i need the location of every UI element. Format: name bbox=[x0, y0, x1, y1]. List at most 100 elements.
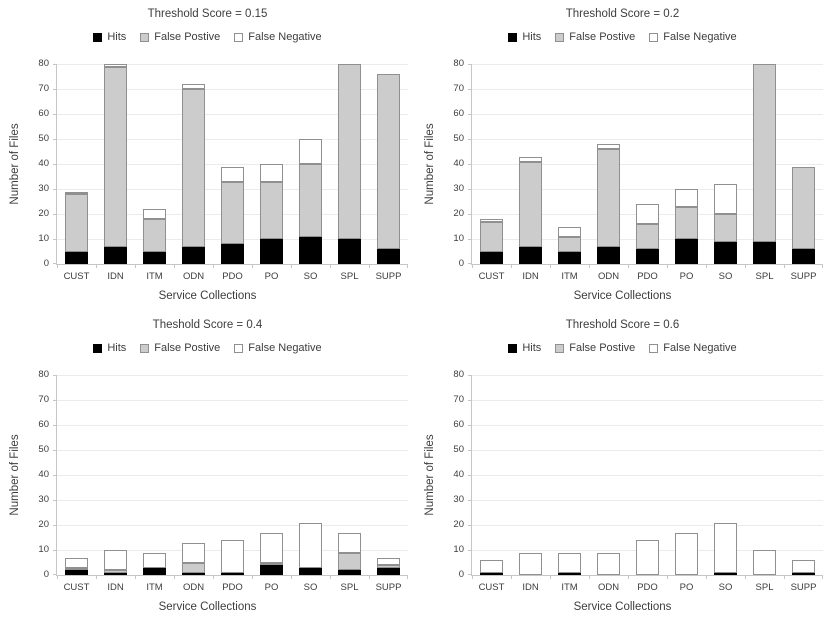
y-tick-mark bbox=[468, 475, 472, 476]
x-tick-mark bbox=[174, 575, 175, 579]
y-tick-label: 70 bbox=[38, 394, 49, 405]
bar-segment-hits bbox=[143, 251, 166, 264]
bar-segment-false-positive bbox=[480, 221, 503, 252]
x-tick-mark bbox=[472, 264, 473, 268]
bar-segment-false-negative bbox=[104, 64, 127, 67]
x-category-label: SO bbox=[303, 271, 318, 282]
stacked-bar-odn bbox=[597, 144, 620, 264]
bar-segment-false-negative bbox=[636, 540, 659, 575]
chart-title: Theshold Score = 0.4 bbox=[152, 319, 263, 331]
false-negative-swatch-icon bbox=[649, 32, 659, 42]
y-gridline bbox=[57, 114, 408, 115]
x-tick-mark bbox=[745, 575, 746, 579]
bar-segment-false-positive bbox=[260, 562, 283, 565]
bar-segment-false-negative bbox=[636, 204, 659, 224]
stacked-bar-idn bbox=[519, 156, 542, 264]
stacked-bar-spl bbox=[338, 64, 361, 264]
y-tick-mark bbox=[53, 425, 57, 426]
x-category-label: SUPP bbox=[375, 582, 402, 593]
legend-item-hits: Hits bbox=[93, 31, 126, 43]
x-tick-mark bbox=[330, 575, 331, 579]
bar-segment-false-negative bbox=[299, 522, 322, 568]
bar-segment-false-negative bbox=[675, 532, 698, 575]
y-gridline bbox=[472, 89, 823, 90]
x-category-label: CUST bbox=[478, 582, 505, 593]
y-gridline bbox=[472, 400, 823, 401]
bar-segment-hits bbox=[221, 244, 244, 264]
bar-segment-false-positive bbox=[65, 567, 88, 570]
x-category-label: PDO bbox=[637, 582, 658, 593]
bar-segment-false-positive bbox=[182, 562, 205, 573]
bar-segment-false-positive bbox=[519, 161, 542, 247]
legend: Hits False Postive False Negative bbox=[415, 342, 830, 354]
bar-segment-false-negative bbox=[65, 191, 88, 194]
y-tick-label: 0 bbox=[43, 569, 49, 580]
y-gridline bbox=[57, 500, 408, 501]
x-category-label: SO bbox=[718, 582, 733, 593]
stacked-bar-pdo bbox=[221, 540, 244, 575]
legend-item-false-positive: False Postive bbox=[140, 342, 220, 354]
y-tick-mark bbox=[53, 525, 57, 526]
y-gridline bbox=[57, 450, 408, 451]
y-tick-mark bbox=[468, 450, 472, 451]
y-gridline bbox=[472, 164, 823, 165]
x-tick-mark bbox=[57, 575, 58, 579]
false-positive-swatch-icon bbox=[555, 343, 565, 353]
y-gridline bbox=[57, 64, 408, 65]
y-tick-label: 0 bbox=[458, 258, 464, 269]
stacked-bar-idn bbox=[104, 550, 127, 575]
x-axis-title: Service Collections bbox=[573, 290, 672, 302]
bar-segment-false-positive bbox=[182, 89, 205, 247]
stacked-bar-po bbox=[675, 532, 698, 575]
stacked-bar-spl bbox=[753, 64, 776, 264]
y-tick-label: 30 bbox=[453, 183, 464, 194]
x-category-label: IDN bbox=[107, 582, 124, 593]
y-tick-mark bbox=[468, 500, 472, 501]
bar-segment-hits bbox=[753, 241, 776, 264]
bar-segment-hits bbox=[558, 251, 581, 264]
bar-segment-false-positive bbox=[260, 181, 283, 239]
bar-segment-hits bbox=[636, 249, 659, 264]
x-tick-mark bbox=[511, 575, 512, 579]
x-category-label: PDO bbox=[222, 271, 243, 282]
x-tick-mark bbox=[822, 264, 823, 268]
x-category-label: IDN bbox=[522, 271, 539, 282]
y-tick-label: 80 bbox=[38, 369, 49, 380]
bar-segment-false-negative bbox=[480, 219, 503, 222]
x-tick-mark bbox=[174, 264, 175, 268]
bar-segment-false-positive bbox=[377, 565, 400, 568]
stacked-bar-supp bbox=[377, 557, 400, 575]
y-tick-mark bbox=[468, 375, 472, 376]
stacked-bar-po bbox=[675, 189, 698, 264]
y-gridline bbox=[472, 139, 823, 140]
x-axis-title: Service Collections bbox=[573, 601, 672, 613]
x-tick-mark bbox=[550, 575, 551, 579]
x-category-label: SO bbox=[303, 582, 318, 593]
bar-segment-hits bbox=[597, 246, 620, 264]
y-tick-mark bbox=[53, 164, 57, 165]
y-tick-mark bbox=[53, 550, 57, 551]
bar-segment-hits bbox=[260, 565, 283, 575]
y-tick-label: 60 bbox=[38, 108, 49, 119]
x-tick-mark bbox=[472, 575, 473, 579]
bar-segment-hits bbox=[519, 246, 542, 264]
legend-item-false-positive: False Postive bbox=[140, 31, 220, 43]
x-tick-mark bbox=[667, 264, 668, 268]
y-tick-mark bbox=[468, 263, 472, 264]
bar-segment-false-negative bbox=[104, 550, 127, 570]
y-tick-mark bbox=[53, 139, 57, 140]
stacked-bar-itm bbox=[143, 552, 166, 575]
bar-segment-false-negative bbox=[221, 540, 244, 573]
y-tick-label: 60 bbox=[38, 419, 49, 430]
y-gridline bbox=[57, 525, 408, 526]
bar-segment-false-negative bbox=[714, 522, 737, 573]
bar-segment-false-negative bbox=[260, 164, 283, 182]
x-tick-mark bbox=[252, 575, 253, 579]
y-gridline bbox=[57, 139, 408, 140]
y-gridline bbox=[57, 475, 408, 476]
y-tick-label: 10 bbox=[453, 544, 464, 555]
y-tick-label: 20 bbox=[38, 208, 49, 219]
y-tick-mark bbox=[53, 574, 57, 575]
chart-title: Threshold Score = 0.6 bbox=[565, 319, 680, 331]
